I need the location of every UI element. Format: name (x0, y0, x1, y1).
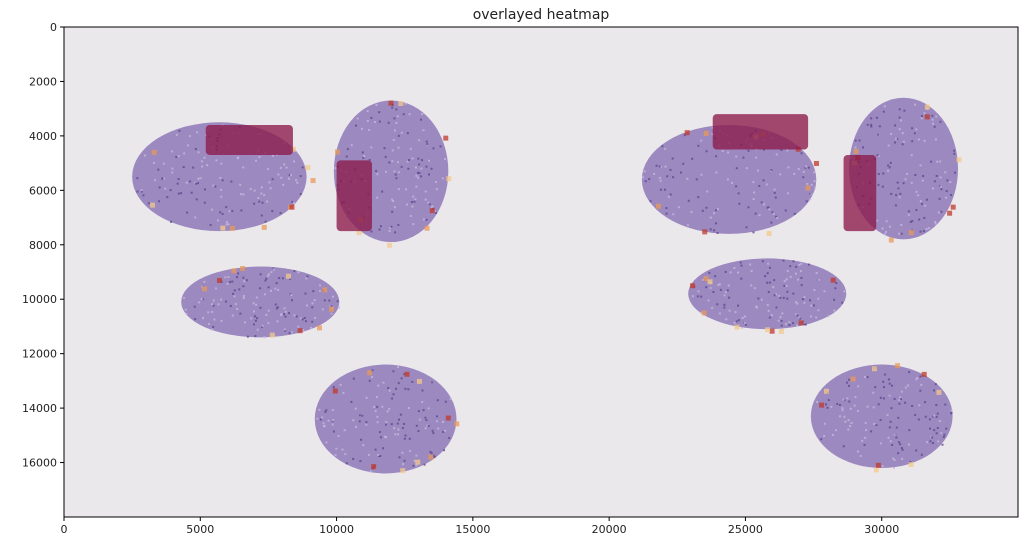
tissue-region (641, 125, 819, 236)
hot-region (336, 160, 373, 232)
y-tick-label: 12000 (22, 348, 57, 361)
x-axis: 0 5000 10000 15000 20000 25000 30000 (61, 517, 899, 536)
y-tick-label: 16000 (22, 457, 57, 470)
x-tick-label: 30000 (864, 523, 899, 536)
chart-title: overlayed heatmap (473, 7, 610, 23)
tissue-region (181, 266, 341, 339)
y-tick-label: 8000 (29, 239, 57, 252)
y-tick-label: 14000 (22, 402, 57, 415)
x-tick-label: 20000 (592, 523, 627, 536)
hot-region (712, 114, 809, 150)
y-axis: 0 2000 4000 6000 8000 10000 12000 14000 16000 (22, 21, 64, 470)
tissue-region (810, 363, 953, 473)
y-tick-label: 10000 (22, 293, 57, 306)
hot-region (205, 125, 293, 155)
y-tick-label: 2000 (29, 75, 57, 88)
x-tick-label: 15000 (455, 523, 490, 536)
x-tick-label: 0 (61, 523, 68, 536)
y-tick-label: 0 (50, 21, 57, 34)
heatmap-image-layer (132, 97, 962, 474)
plot-frame (63, 26, 1019, 518)
x-tick-label: 5000 (186, 523, 214, 536)
x-tick-label: 25000 (728, 523, 763, 536)
hot-region (843, 154, 877, 232)
tissue-region (688, 258, 847, 334)
x-tick-label: 10000 (319, 523, 354, 536)
y-tick-label: 6000 (29, 184, 57, 197)
tissue-region (314, 364, 460, 474)
y-tick-label: 4000 (29, 130, 57, 143)
